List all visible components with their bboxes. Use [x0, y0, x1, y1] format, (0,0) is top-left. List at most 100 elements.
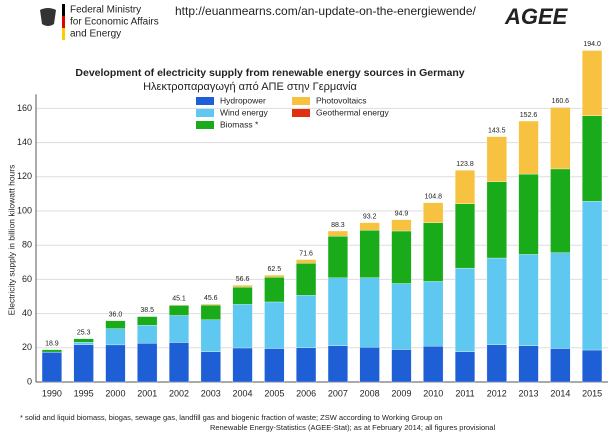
- bar-segment: [73, 342, 94, 345]
- ministry-line: and Energy: [70, 29, 121, 40]
- bar-segment: [454, 170, 476, 204]
- legend-swatch: [196, 97, 214, 105]
- bar-segment: [518, 254, 539, 346]
- bar-segment: [423, 222, 444, 282]
- bar-segment: [423, 281, 444, 347]
- bar-segment: [327, 277, 348, 346]
- bar-segment: [168, 342, 190, 383]
- total-label: 88.3: [331, 222, 345, 229]
- bar-segment: [359, 277, 380, 348]
- bar-segment: [486, 136, 507, 182]
- x-tick-label: 2001: [137, 388, 157, 398]
- x-tick-label: 2014: [550, 388, 570, 398]
- bar-segment: [200, 304, 221, 320]
- bar-segment: [486, 257, 507, 345]
- bar-segment: [137, 316, 158, 326]
- bar-segment: [582, 349, 603, 383]
- bar-segment: [232, 347, 253, 383]
- bar-segment: [200, 351, 221, 383]
- bar-segment: [200, 303, 221, 306]
- ministry-line: for Economic Affairs: [70, 17, 159, 28]
- eagle: [40, 8, 56, 26]
- bar-segment: [41, 352, 62, 383]
- total-label: 38.5: [140, 307, 154, 314]
- bar-segment: [168, 305, 190, 316]
- x-tick-label: 2011: [455, 388, 474, 398]
- legend-label: Biomass *: [220, 119, 259, 129]
- bar-segment: [550, 168, 571, 253]
- url: http://euanmearns.com/an-update-on-the-e…: [175, 4, 477, 18]
- x-tick-label: 2009: [391, 388, 411, 398]
- total-label: 71.6: [299, 250, 313, 257]
- legend-label: Geothermal energy: [316, 107, 390, 117]
- bar-segment: [391, 219, 412, 232]
- x-tick-label: 2004: [233, 388, 253, 398]
- bar-segment: [137, 325, 158, 344]
- y-tick-label: 80: [22, 240, 32, 250]
- y-axis-label: Electricity supply in billion kilowatt h…: [6, 165, 16, 316]
- bar-segment: [327, 235, 348, 279]
- total-label: 143.5: [488, 127, 506, 134]
- total-label: 56.6: [236, 276, 250, 283]
- x-tick-label: 2008: [360, 388, 380, 398]
- legend-swatch: [196, 109, 214, 117]
- y-tick-label: 120: [17, 171, 32, 181]
- y-tick-label: 60: [22, 274, 32, 284]
- total-label: 194.0: [583, 41, 601, 48]
- agee-logo: AGEE: [504, 4, 569, 29]
- x-tick-label: 2010: [423, 388, 443, 398]
- flag-black: [62, 4, 65, 16]
- x-tick-label: 2015: [582, 388, 602, 398]
- bar-segment: [550, 348, 571, 383]
- ministry-line: Federal Ministry: [70, 5, 141, 16]
- bar-segment: [391, 349, 412, 383]
- bar-segment: [168, 304, 190, 306]
- bar-segment: [232, 304, 253, 349]
- bar-segment: [550, 107, 571, 170]
- bar-segment: [327, 230, 348, 237]
- total-label: 123.8: [456, 161, 474, 168]
- bar-segment: [73, 344, 94, 383]
- bar-segment: [296, 259, 317, 264]
- bar-segment: [105, 328, 126, 346]
- footnote: * solid and liquid biomass, biogas, sewa…: [20, 413, 443, 422]
- bar-segment: [137, 343, 158, 383]
- bar-segment: [327, 345, 348, 383]
- total-label: 160.6: [552, 98, 570, 105]
- bar-segment: [518, 345, 539, 383]
- legend-label: Hydropower: [220, 95, 266, 105]
- total-label: 18.9: [45, 341, 59, 348]
- total-label: 104.8: [424, 194, 442, 201]
- total-label: 94.9: [395, 211, 409, 218]
- bar-segment: [41, 349, 62, 353]
- x-tick-label: 1990: [42, 388, 62, 398]
- bar-segment: [582, 115, 603, 202]
- plot: 0 20 40 60 80 100 120 140 160 1990 18.9 1995 25.3 200…: [17, 41, 608, 398]
- bar-segment: [264, 348, 285, 383]
- footnote: Renewable Energy-Statistics (AGEE-Stat);…: [210, 423, 495, 432]
- bar-segment: [423, 202, 444, 223]
- bar-segment: [359, 222, 380, 231]
- x-tick-label: 2007: [328, 388, 348, 398]
- chart-title: Development of electricity supply from r…: [75, 67, 464, 79]
- x-tick-label: 2002: [169, 388, 189, 398]
- legend-label: Wind energy: [220, 107, 268, 117]
- bar-segment: [264, 277, 285, 303]
- y-tick-label: 140: [17, 137, 32, 147]
- x-tick-label: 2000: [105, 388, 125, 398]
- x-tick-label: 2013: [519, 388, 539, 398]
- bar-segment: [232, 285, 253, 288]
- bar-segment: [550, 252, 571, 349]
- bar-segment: [296, 295, 317, 348]
- total-label: 45.6: [204, 295, 218, 302]
- bar-segment: [423, 345, 444, 383]
- bar-segment: [391, 230, 412, 284]
- bar-segment: [264, 274, 285, 278]
- bar-segment: [486, 181, 507, 259]
- ministry-logo: Federal Ministry for Economic Affairs an…: [40, 4, 159, 40]
- bar-segment: [296, 263, 317, 296]
- y-tick-label: 100: [17, 205, 32, 215]
- y-tick-label: 0: [27, 376, 32, 386]
- legend-swatch: [292, 109, 310, 117]
- flag-red: [62, 16, 65, 28]
